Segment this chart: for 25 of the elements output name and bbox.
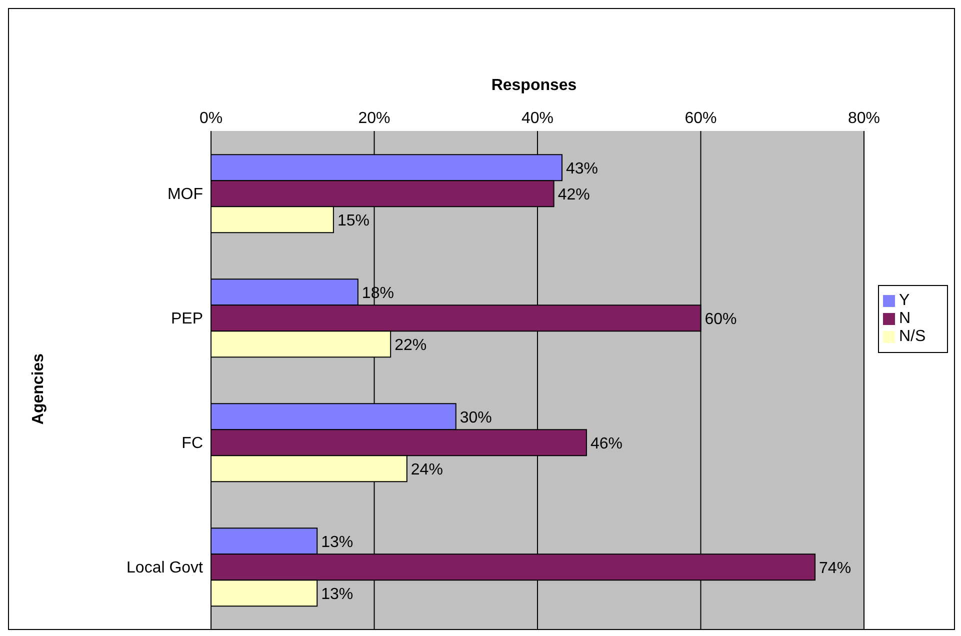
y-tick-label: Local Govt xyxy=(126,559,204,576)
data-label: 42% xyxy=(558,186,590,204)
data-label: 43% xyxy=(566,160,598,178)
x-tick-label: 40% xyxy=(521,110,554,127)
legend-label: N xyxy=(899,310,911,327)
data-label: 22% xyxy=(394,336,427,354)
x-tick-label: 80% xyxy=(848,110,880,127)
x-tick-label: 60% xyxy=(684,110,717,127)
data-label: 24% xyxy=(410,461,443,478)
data-label: 60% xyxy=(704,310,737,328)
data-label: 74% xyxy=(819,560,852,577)
y-tick-label: FC xyxy=(182,434,203,452)
x-tick-label: 0% xyxy=(199,110,223,127)
legend-label: Y xyxy=(899,292,910,309)
data-label: 15% xyxy=(337,212,370,230)
data-label: 13% xyxy=(321,586,354,603)
data-label: 30% xyxy=(460,409,492,426)
data-label: 13% xyxy=(321,534,354,551)
y-axis-title: Agencies xyxy=(30,353,48,425)
y-tick-label: MOF xyxy=(167,186,204,203)
legend-label: N/S xyxy=(899,328,926,345)
y-tick-label: PEP xyxy=(170,310,203,328)
x-tick-label: 20% xyxy=(358,110,390,127)
data-label: 46% xyxy=(590,435,623,452)
x-axis-title: Responses xyxy=(490,77,578,95)
